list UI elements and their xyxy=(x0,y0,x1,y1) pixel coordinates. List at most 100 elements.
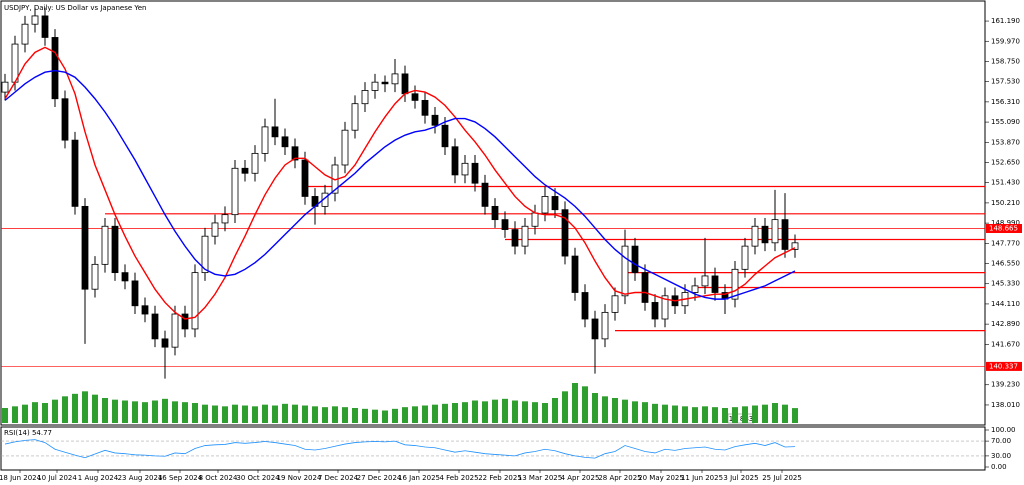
x-tick-label: 11 Jun 2025 xyxy=(681,474,723,482)
volume-bar xyxy=(152,400,158,423)
candle-body xyxy=(491,205,499,221)
candle-body xyxy=(41,15,49,38)
candle-body xyxy=(91,263,99,290)
moving-average xyxy=(4,46,796,320)
volume-bar xyxy=(252,406,258,423)
candle-body xyxy=(441,124,449,148)
x-tick-label: 23 Aug 2024 xyxy=(118,474,163,482)
candle-body xyxy=(661,295,669,320)
rsi-title: RSI(14) 54.77 xyxy=(4,429,52,437)
candle-body xyxy=(561,209,569,257)
candle-body xyxy=(161,338,169,348)
y-tick-label: 156.310 xyxy=(991,98,1020,106)
rsi-tick-label: 100.00 xyxy=(991,426,1016,434)
candle-body xyxy=(601,311,609,340)
candle-body xyxy=(691,285,699,293)
candle-body xyxy=(391,73,399,85)
volume-bar xyxy=(272,405,278,423)
volume-bar xyxy=(22,404,28,423)
volume-bar xyxy=(132,401,138,423)
y-tick-label: 147.770 xyxy=(991,239,1020,247)
y-tick-label: 152.650 xyxy=(991,158,1020,166)
volume-bar xyxy=(772,403,778,423)
x-tick-label: 4 Apr 2025 xyxy=(561,474,600,482)
x-tick-label: 27 Dec 2024 xyxy=(357,474,402,482)
rsi-line xyxy=(4,439,796,459)
candle-body xyxy=(241,167,249,174)
volume-bar xyxy=(122,400,128,423)
candle-body xyxy=(431,114,439,126)
candle-body xyxy=(121,272,129,282)
x-tick-label: 28 Apr 2025 xyxy=(598,474,641,482)
x-tick-label: 7 Dec 2024 xyxy=(318,474,359,482)
x-tick-label: 1 Aug 2024 xyxy=(78,474,119,482)
candle-body xyxy=(771,219,779,244)
volume-bar xyxy=(12,406,18,423)
level-label: 140.337 xyxy=(989,362,1018,370)
volume-bar xyxy=(192,403,198,423)
candle-body xyxy=(131,280,139,307)
volume-bar xyxy=(642,402,648,423)
volume-bar xyxy=(712,407,718,423)
candle-body xyxy=(371,81,379,91)
volume-bar xyxy=(632,401,638,423)
candle-body xyxy=(571,255,579,293)
candle-body xyxy=(51,37,59,100)
y-tick-label: 153.870 xyxy=(991,138,1020,146)
candle-body xyxy=(301,159,309,197)
volume-bar xyxy=(732,407,738,423)
x-tick-label: 20 May 2025 xyxy=(638,474,684,482)
candle-body xyxy=(791,242,799,250)
volume-bar xyxy=(42,403,48,423)
volume-bar xyxy=(332,406,338,423)
volume-bar xyxy=(602,396,608,423)
chart-title: USDJPY, Daily: US Dollar vs Japanese Yen xyxy=(4,4,146,12)
candle-body xyxy=(531,212,539,227)
volume-bar xyxy=(32,402,38,423)
candle-body xyxy=(621,245,629,297)
volume-bar xyxy=(162,398,168,423)
y-tick-label: 144.110 xyxy=(991,300,1020,308)
volume-bar xyxy=(172,401,178,423)
candle-body xyxy=(741,245,749,270)
volume-bar xyxy=(302,405,308,423)
volume-bar xyxy=(512,400,518,423)
candle-body xyxy=(111,225,119,274)
volume-bar xyxy=(542,403,548,423)
candle-body xyxy=(1,81,9,93)
volume-bar xyxy=(292,404,298,423)
x-tick-label: 8 Oct 2024 xyxy=(199,474,238,482)
volume-bar xyxy=(682,406,688,423)
candle-body xyxy=(221,214,229,224)
candle-body xyxy=(781,219,789,250)
y-tick-label: 151.430 xyxy=(991,179,1020,187)
candle-body xyxy=(81,205,89,290)
volume-bar xyxy=(662,404,668,423)
volume-bar xyxy=(202,404,208,423)
volume-bar xyxy=(242,405,248,423)
candle-body xyxy=(631,245,639,274)
y-tick-label: 158.750 xyxy=(991,57,1020,65)
volume-bar xyxy=(672,405,678,423)
x-tick-label: 25 Jul 2025 xyxy=(762,474,802,482)
x-tick-label: 16 Sep 2024 xyxy=(158,474,203,482)
candle-body xyxy=(361,90,369,105)
volume-bar xyxy=(452,403,458,423)
volume-bar xyxy=(382,410,388,423)
x-tick-label: 22 Feb 2025 xyxy=(478,474,522,482)
volume-bar xyxy=(612,398,618,423)
volume-bar xyxy=(362,408,368,423)
volume-bar xyxy=(112,399,118,423)
volume-bar xyxy=(52,399,58,423)
volume-bar xyxy=(142,402,148,423)
x-tick-label: 18 Jun 2024 xyxy=(0,474,42,482)
volume-bar xyxy=(92,394,98,423)
candle-body xyxy=(61,98,69,141)
volume-bar xyxy=(782,404,788,423)
y-tick-label: 145.330 xyxy=(991,280,1020,288)
level-tag xyxy=(986,361,1022,371)
candle-body xyxy=(31,15,39,25)
candle-body xyxy=(151,313,159,340)
volume-bar xyxy=(702,406,708,423)
